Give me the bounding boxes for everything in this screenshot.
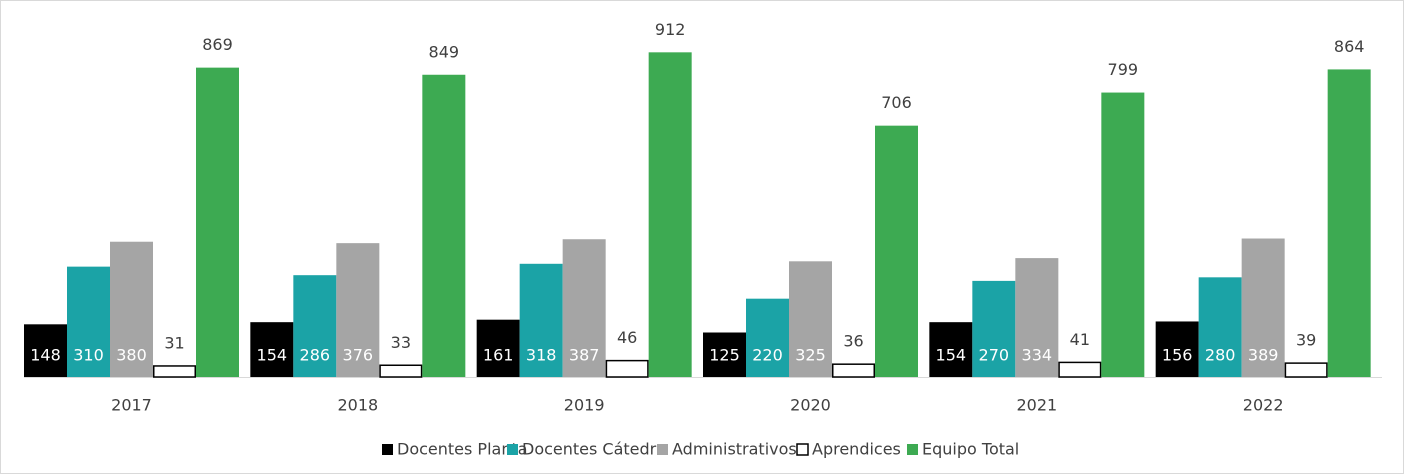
data-label: 270 xyxy=(979,346,1010,365)
bar xyxy=(196,67,239,378)
legend-swatch xyxy=(382,444,393,455)
bar xyxy=(1101,92,1145,377)
bar xyxy=(929,322,973,377)
data-label: 220 xyxy=(752,346,783,365)
bar xyxy=(562,239,606,377)
bar xyxy=(703,332,746,377)
bar xyxy=(746,298,789,377)
data-label: 380 xyxy=(116,346,147,365)
legend-label: Aprendices xyxy=(812,440,901,459)
data-label: 799 xyxy=(1108,60,1139,79)
data-label: 389 xyxy=(1248,346,1279,365)
legend-swatch xyxy=(657,444,668,455)
bar xyxy=(379,364,423,378)
bar xyxy=(1284,362,1328,378)
bar xyxy=(972,280,1016,377)
bar xyxy=(110,241,153,377)
bar xyxy=(789,261,832,377)
x-tick-label: 2021 xyxy=(1016,396,1057,415)
legend-label: Docentes Cátedra xyxy=(522,440,666,459)
bar xyxy=(1015,258,1059,377)
bar xyxy=(250,322,294,377)
data-label: 154 xyxy=(257,346,288,365)
legend-swatch xyxy=(907,444,918,455)
x-tick-label: 2022 xyxy=(1243,396,1284,415)
bar xyxy=(875,125,918,377)
bar xyxy=(832,363,875,378)
data-label: 376 xyxy=(343,346,374,365)
x-tick-label: 2017 xyxy=(111,396,152,415)
data-label: 325 xyxy=(795,346,826,365)
data-label: 869 xyxy=(202,35,233,54)
data-label: 849 xyxy=(429,42,460,61)
data-label: 310 xyxy=(73,346,104,365)
data-label: 864 xyxy=(1334,37,1365,56)
data-label: 912 xyxy=(655,20,686,39)
bar xyxy=(1058,361,1102,378)
bar xyxy=(476,319,520,377)
legend-swatch xyxy=(796,443,809,456)
legend-label: Administrativos xyxy=(672,440,797,459)
x-tick-label: 2020 xyxy=(790,396,831,415)
bar xyxy=(605,359,649,378)
bar xyxy=(422,74,466,378)
bar xyxy=(153,365,196,378)
data-label: 387 xyxy=(569,346,600,365)
bar xyxy=(67,266,110,377)
data-label: 318 xyxy=(526,346,557,365)
data-label: 706 xyxy=(881,93,912,112)
data-label: 334 xyxy=(1022,346,1053,365)
bar xyxy=(1327,69,1371,377)
data-label: 31 xyxy=(164,333,184,352)
data-label: 156 xyxy=(1162,346,1193,365)
x-tick-label: 2019 xyxy=(564,396,605,415)
data-label: 161 xyxy=(483,346,514,365)
legend-label: Equipo Total xyxy=(922,440,1019,459)
bar xyxy=(1155,321,1199,377)
data-label: 125 xyxy=(709,346,740,365)
legend-label: Docentes Planta xyxy=(397,440,528,459)
bar xyxy=(519,263,563,377)
bar xyxy=(1198,277,1242,377)
bar xyxy=(648,52,692,377)
data-label: 46 xyxy=(617,328,637,347)
legend-swatch xyxy=(507,444,518,455)
data-label: 36 xyxy=(843,332,863,351)
data-label: 41 xyxy=(1070,330,1090,349)
data-label: 39 xyxy=(1296,331,1316,350)
x-tick-label: 2018 xyxy=(337,396,378,415)
data-label: 280 xyxy=(1205,346,1236,365)
bar xyxy=(24,324,67,377)
bar xyxy=(293,275,337,377)
data-label: 286 xyxy=(300,346,331,365)
data-label: 148 xyxy=(30,346,61,365)
data-label: 33 xyxy=(391,333,411,352)
bar xyxy=(336,243,380,377)
data-label: 154 xyxy=(936,346,967,365)
bar xyxy=(1241,238,1285,377)
